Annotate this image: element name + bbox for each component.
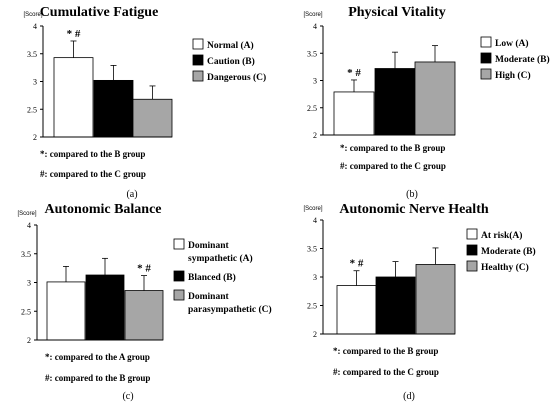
y-tick-label: 2 [27, 336, 31, 345]
bar [375, 276, 416, 335]
y-tick-label: 2 [313, 131, 317, 140]
legend-swatch [192, 54, 204, 66]
bar [124, 290, 164, 341]
significance-note: *: compared to the A group [45, 352, 150, 362]
legend-swatch [466, 244, 478, 256]
legend-label: Dominant [188, 241, 229, 251]
bar [374, 68, 416, 136]
panel-caption: (b) [406, 189, 418, 200]
legend-label: Low (A) [495, 38, 529, 49]
chart-title: Autonomic Balance [44, 202, 161, 217]
significance-note: *: compared to the B group [340, 143, 445, 153]
y-tick-label: 4 [33, 22, 37, 31]
legend-swatch [192, 70, 204, 82]
bar [46, 281, 86, 341]
y-tick-label: 2.5 [21, 307, 31, 316]
chart-panel-a: Cumulative Fatigue[Score] 2 2.5 3 3.5 4 * # Nor… [23, 5, 266, 200]
legend-swatch [173, 289, 185, 301]
legend-swatch [173, 238, 185, 250]
chart-panel-d: Autonomic Nerve Health [Score] 2 2.5 3 3.5 4 * … [303, 202, 535, 402]
panel-caption: (c) [122, 391, 133, 402]
y-tick-label: 2.5 [27, 105, 37, 114]
bar [85, 274, 125, 341]
y-tick-label: 3 [33, 78, 37, 87]
y-tick-label: 4 [313, 22, 317, 31]
chart-panel-c: Autonomic Balance [Score] 2 2.5 3 3.5 4 * # Domi… [17, 202, 271, 402]
y-tick-label: 4 [313, 216, 317, 225]
legend-label: Healthy (C) [481, 262, 529, 273]
legend-swatch [466, 228, 478, 240]
legend-swatch [173, 270, 185, 282]
significance-note: #: compared to the B group [45, 373, 150, 383]
significance-marker: * # [137, 263, 151, 275]
significance-note: #: compared to the C group [333, 367, 439, 377]
y-tick-label: 3 [27, 279, 31, 288]
y-tick-label: 3.5 [21, 250, 31, 259]
chart-title: Cumulative Fatigue [40, 5, 159, 20]
y-tick-label: 2 [33, 133, 37, 142]
y-tick-label: 2.5 [307, 104, 317, 113]
legend-label: Normal (A) [207, 40, 254, 51]
panel-caption: (d) [403, 391, 415, 402]
significance-marker: * # [350, 258, 364, 270]
significance-marker: * # [347, 67, 361, 79]
legend-swatch [480, 68, 492, 80]
y-axis-label: [Score] [303, 206, 322, 212]
y-tick-label: 2.5 [307, 302, 317, 311]
y-tick-label: 4 [27, 221, 31, 230]
y-axis-label: [Score] [23, 12, 42, 18]
legend-label: At risk(A) [481, 230, 522, 241]
chart-panel-b: Physical Vitality [Score] 2 2.5 3 3.5 4 * # Low … [303, 5, 549, 200]
bar [414, 61, 456, 136]
significance-note: #: compared to the C group [340, 161, 446, 171]
bar [93, 79, 134, 138]
significance-marker: * # [67, 28, 81, 40]
legend-label: Dangerous (C) [207, 72, 266, 83]
legend-swatch [466, 260, 478, 272]
legend-label: Moderate (B) [481, 246, 536, 257]
legend-swatch [480, 52, 492, 64]
y-tick-label: 3.5 [307, 245, 317, 254]
chart-title: Autonomic Nerve Health [339, 202, 489, 217]
legend-label: High (C) [495, 70, 531, 81]
significance-note: #: compared to the C group [40, 169, 146, 179]
bar [53, 57, 94, 138]
legend-label: Moderate (B) [495, 54, 550, 65]
y-tick-label: 2 [313, 330, 317, 339]
bar [336, 285, 377, 335]
legend-label: Caution (B) [207, 56, 255, 67]
y-tick-label: 3 [313, 273, 317, 282]
y-tick-label: 3.5 [27, 50, 37, 59]
bar [333, 91, 375, 136]
significance-note: *: compared to the B group [40, 149, 145, 159]
bar [415, 264, 456, 335]
y-tick-label: 3.5 [307, 49, 317, 58]
legend-swatch [480, 36, 492, 48]
panel-caption: (a) [126, 189, 137, 200]
chart-title: Physical Vitality [348, 5, 446, 20]
bar [132, 98, 173, 138]
y-axis-label: [Score] [17, 211, 36, 217]
y-tick-label: 3 [313, 77, 317, 86]
legend-label: sympathetic (A) [188, 253, 253, 264]
legend-swatch [192, 38, 204, 50]
significance-note: *: compared to the B group [333, 346, 438, 356]
legend-label: Dominant [188, 292, 229, 302]
legend-label: parasympathetic (C) [188, 304, 272, 315]
legend-label: Blanced (B) [188, 272, 236, 283]
y-axis-label: [Score] [303, 12, 322, 18]
